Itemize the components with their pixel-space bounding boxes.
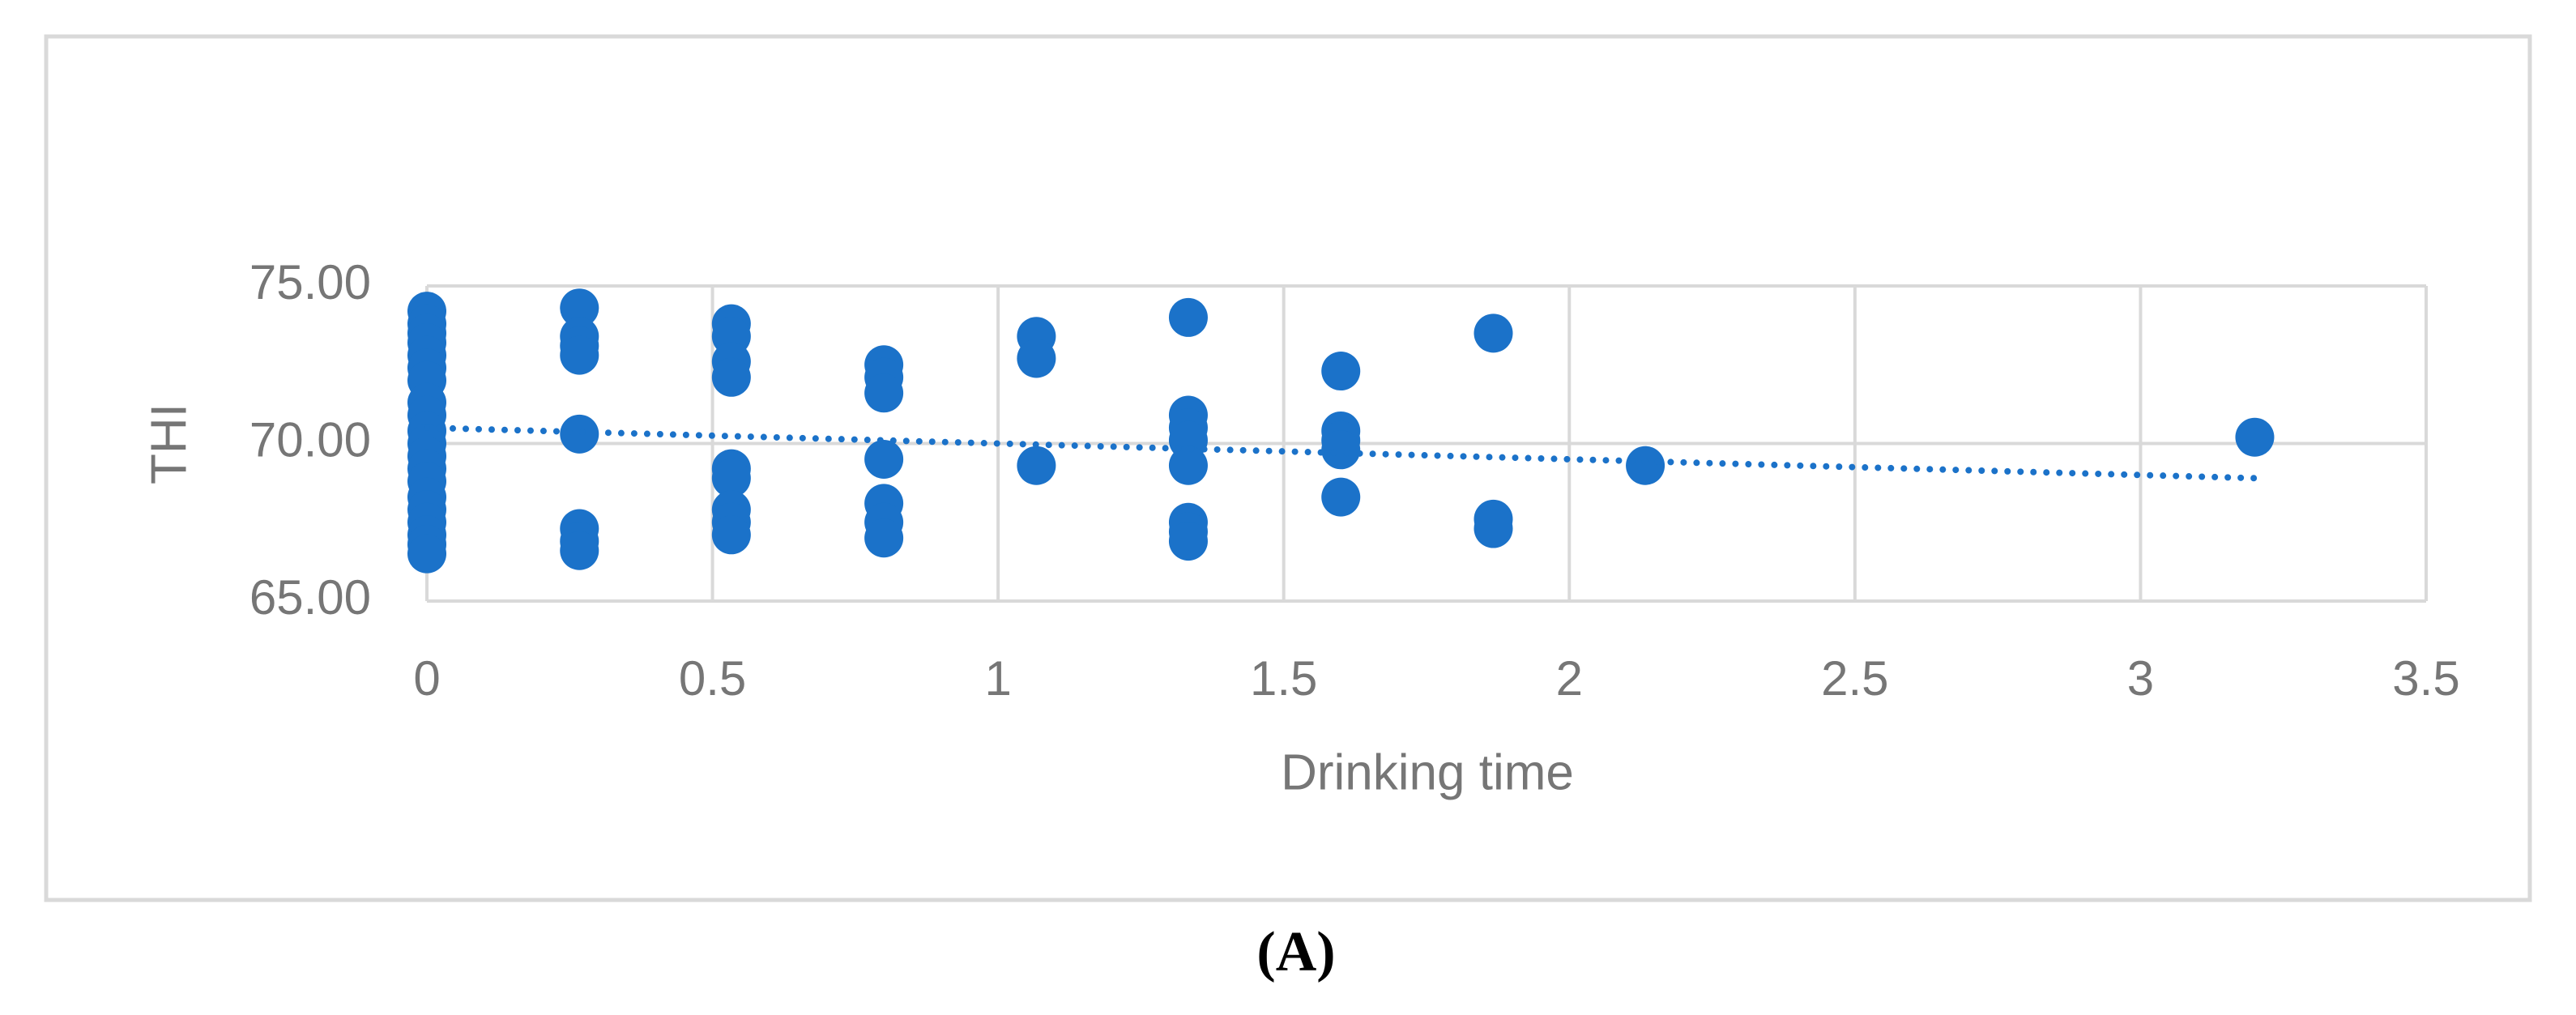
- point: [1017, 446, 1056, 485]
- x-tick-label: 2.5: [1821, 651, 1888, 706]
- x-tick-label: 3.5: [2392, 651, 2459, 706]
- point: [864, 439, 904, 479]
- point: [864, 373, 904, 413]
- chart-frame: [44, 34, 2532, 902]
- point: [1168, 297, 1208, 337]
- y-tick-label: 65.00: [249, 570, 371, 625]
- x-tick-label: 0: [413, 651, 440, 706]
- point: [560, 288, 599, 328]
- point: [711, 458, 751, 498]
- point: [1321, 352, 1361, 391]
- point: [1168, 446, 1208, 485]
- y-tick-label: 70.00: [249, 412, 371, 467]
- point: [1017, 339, 1056, 378]
- point: [711, 515, 751, 555]
- y-tick-label: 75.00: [249, 255, 371, 309]
- point: [560, 414, 599, 454]
- point: [407, 534, 446, 574]
- point: [560, 335, 599, 375]
- point: [560, 531, 599, 570]
- point: [711, 357, 751, 397]
- point: [2235, 417, 2275, 457]
- marks: [407, 288, 2275, 574]
- x-tick-label: 3: [2127, 651, 2154, 706]
- point: [1321, 477, 1361, 517]
- point: [1474, 509, 1513, 548]
- x-tick-label: 0.5: [679, 651, 746, 706]
- x-axis-title: Drinking time: [1281, 744, 1574, 800]
- point: [1168, 522, 1208, 561]
- x-tick-label: 1: [984, 651, 1011, 706]
- point: [1626, 446, 1665, 485]
- x-tick-label: 1.5: [1250, 651, 1317, 706]
- caption: (A): [1256, 921, 1335, 983]
- x-tick-label: 2: [1556, 651, 1583, 706]
- point: [1321, 430, 1361, 470]
- point: [1474, 313, 1513, 353]
- point: [864, 518, 904, 558]
- y-axis-title: THI: [141, 403, 197, 484]
